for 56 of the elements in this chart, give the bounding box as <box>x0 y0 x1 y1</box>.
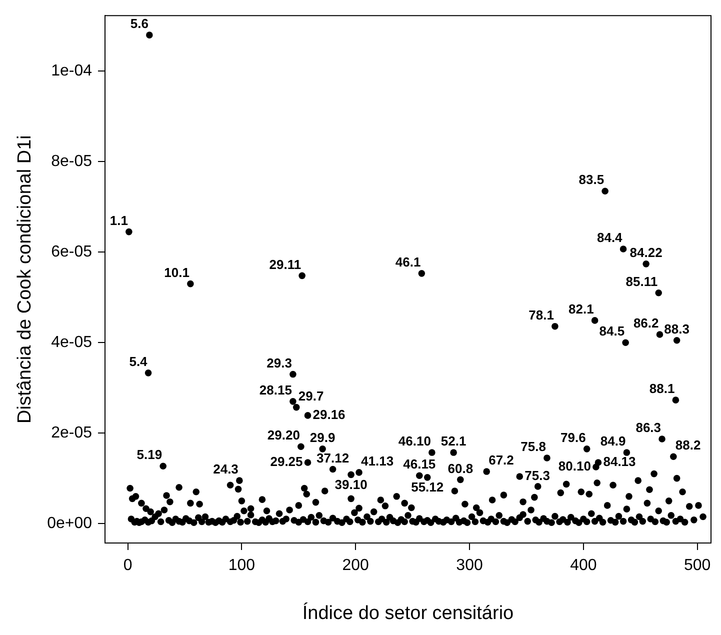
y-tick-label: 0e+00 <box>47 514 92 532</box>
annotation: 85.11 <box>626 274 658 289</box>
y-tick-label: 6e-05 <box>51 244 92 261</box>
annotation: 82.1 <box>568 302 594 317</box>
annotation: 78.1 <box>528 307 554 322</box>
annotation: 29.11 <box>269 256 302 272</box>
annotation: 79.6 <box>560 430 586 445</box>
annotation: 86.2 <box>633 316 659 331</box>
annotation: 84.13 <box>603 454 636 470</box>
x-tick-label: 100 <box>228 557 256 574</box>
annotation: 24.3 <box>213 462 238 477</box>
annotation: 84.22 <box>630 245 662 260</box>
x-tick-label: 400 <box>570 557 597 574</box>
annotation: 88.2 <box>675 438 701 453</box>
annotation: 60.8 <box>448 460 474 476</box>
x-axis-title: Índice do setor censitário <box>302 602 514 624</box>
x-tick-label: 300 <box>456 557 483 574</box>
annotation: 75.3 <box>524 468 550 484</box>
annotation: 29.3 <box>266 355 292 370</box>
x-tick-label: 500 <box>684 557 711 574</box>
y-tick-label: 1e-04 <box>51 62 92 80</box>
annotation: 46.15 <box>403 456 436 472</box>
annotation: 67.2 <box>488 452 514 468</box>
y-axis-title: Distância de Cook condicional D1i <box>14 135 36 424</box>
annotation: 28.15 <box>259 382 292 398</box>
annotation: 37.12 <box>316 450 350 466</box>
annotation: 5.6 <box>130 16 148 32</box>
x-tick-label: 0 <box>123 557 132 574</box>
x-tick-label: 200 <box>342 557 370 574</box>
annotation: 41.13 <box>361 454 394 469</box>
annotation: 46.10 <box>398 434 431 449</box>
y-tick-label: 8e-05 <box>51 153 92 170</box>
annotation: 86.3 <box>636 420 662 436</box>
annotation: 29.9 <box>310 430 336 445</box>
y-tick-label: 2e-05 <box>51 424 92 442</box>
annotation: 5.19 <box>136 447 162 462</box>
annotation: 1.1 <box>110 212 128 228</box>
annotation: 88.1 <box>649 381 675 396</box>
annotation: 55.12 <box>411 479 444 494</box>
annotation: 29.20 <box>267 428 300 443</box>
annotation: 5.4 <box>129 354 148 370</box>
annotation: 10.1 <box>164 264 190 280</box>
annotation: 29.16 <box>312 407 346 422</box>
annotation: 83.5 <box>578 172 604 188</box>
annotation: 84.4 <box>596 230 624 246</box>
annotation: 84.9 <box>600 434 626 449</box>
annotation: 88.3 <box>664 321 690 336</box>
annotation: 84.5 <box>599 324 625 339</box>
annotation: 29.25 <box>270 454 303 470</box>
annotation: 46.1 <box>395 254 421 270</box>
annotation: 29.7 <box>298 388 324 404</box>
annotation: 75.8 <box>520 439 546 454</box>
annotation: 39.10 <box>334 476 368 492</box>
y-tick-label: 4e-05 <box>51 334 92 352</box>
annotation: 52.1 <box>440 434 466 449</box>
annotation: 80.10 <box>558 458 591 474</box>
